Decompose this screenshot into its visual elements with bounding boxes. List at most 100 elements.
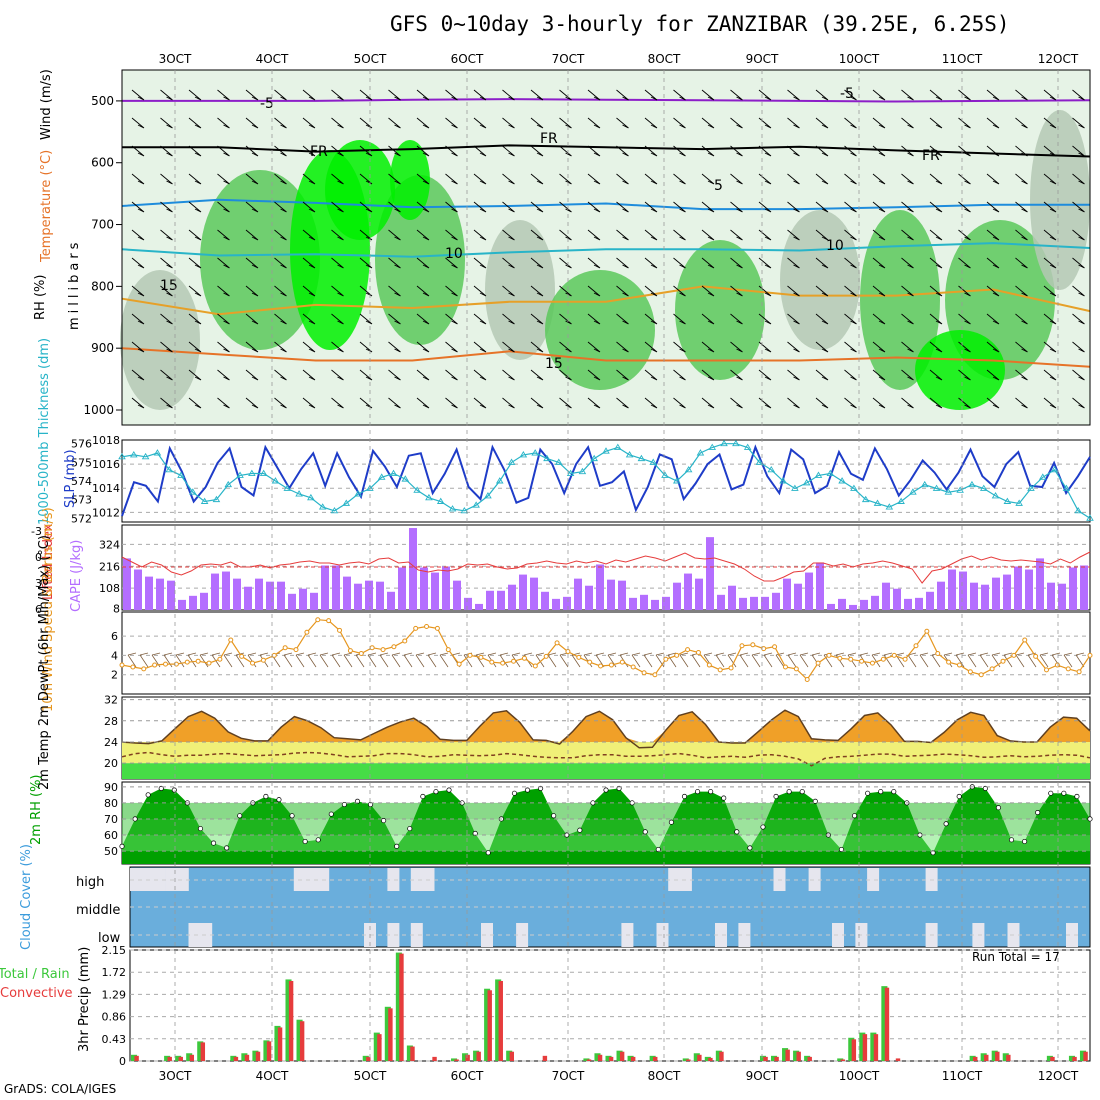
contour-label: 5 xyxy=(714,178,723,194)
surface-wind-barb xyxy=(655,652,665,668)
precip-convective-bar xyxy=(388,1008,393,1061)
precip-convective-bar xyxy=(288,980,294,1061)
wind-speed-marker xyxy=(565,649,571,655)
wind-barb xyxy=(1072,369,1085,381)
rh-marker xyxy=(197,826,204,832)
wind-speed-marker xyxy=(456,661,462,667)
wind-barb xyxy=(359,145,373,157)
precip-convective-label: Convective xyxy=(0,986,73,1001)
wind-barb xyxy=(644,369,658,381)
date-label-bottom: 3OCT xyxy=(159,1069,192,1083)
wind-barb xyxy=(587,173,601,185)
wind-speed-marker xyxy=(967,669,973,675)
wind-barb xyxy=(844,117,857,129)
thickness-marker xyxy=(850,484,858,491)
wind-barb xyxy=(616,257,629,269)
cape-bar xyxy=(871,595,879,610)
surface-wind-barb xyxy=(1027,652,1037,668)
wind-barb xyxy=(188,229,202,241)
wind-barb xyxy=(758,145,772,157)
rh-marker xyxy=(511,790,517,796)
cape-label: CAPE (J/kg) xyxy=(69,540,84,612)
wind-barb xyxy=(815,173,829,185)
wind-barb xyxy=(1043,89,1057,101)
precip-total-bar xyxy=(252,1050,259,1061)
wind-speed-marker xyxy=(815,660,821,666)
isotherm-line xyxy=(122,144,1091,158)
wind-speed-marker xyxy=(1000,658,1006,664)
temp-fill-area xyxy=(122,710,1090,742)
rh-label: RH (%) xyxy=(33,275,48,320)
precip-total-bar xyxy=(296,1019,303,1061)
cape-bar xyxy=(222,571,230,610)
precip-ticks: 0 0.43 0.86 1.29 1.72 2.15 xyxy=(102,944,127,1068)
wind-barb xyxy=(302,341,316,353)
wind-barb xyxy=(160,173,173,185)
thickness-marker xyxy=(614,443,622,450)
wind-barb xyxy=(986,397,1000,409)
wind-speed-marker xyxy=(141,666,147,672)
wind-barb xyxy=(758,201,772,213)
wind-speed-marker xyxy=(598,663,604,669)
wind-barb xyxy=(986,229,1000,241)
surface-wind-barb xyxy=(415,652,425,668)
wind-barb xyxy=(445,229,458,241)
wind-barb xyxy=(758,173,772,185)
precip-convective-bar xyxy=(277,1027,283,1061)
thickness-tick: 573 xyxy=(71,494,92,507)
cape-bar xyxy=(266,581,274,610)
wind-barb xyxy=(445,201,458,213)
wind-barb xyxy=(302,397,316,409)
cape-bar xyxy=(970,582,978,610)
wind-barb xyxy=(986,285,1000,297)
wind-barb xyxy=(701,229,715,241)
wind-barb xyxy=(359,89,373,101)
wind-barb xyxy=(730,117,743,129)
wind-barb xyxy=(616,397,629,409)
surface-wind-barb xyxy=(955,652,965,668)
precip-tick: 0.86 xyxy=(102,1011,127,1024)
thickness-marker xyxy=(979,484,988,491)
cape-bar xyxy=(134,569,142,610)
wind-speed-marker xyxy=(402,638,408,644)
wind-barb xyxy=(587,369,601,381)
wind-barb xyxy=(673,313,686,325)
cape-bar xyxy=(618,580,626,610)
isotherm-line xyxy=(121,198,1090,211)
thickness-marker xyxy=(1050,465,1059,473)
rh-blob xyxy=(390,140,430,220)
cape-bar xyxy=(156,578,164,610)
rh-marker xyxy=(982,785,988,791)
wind-barb xyxy=(217,341,230,353)
precip-total-bar xyxy=(605,1055,612,1061)
wind-barb xyxy=(188,285,202,297)
surface-wind-barb xyxy=(1003,652,1013,668)
date-label-top: 3OCT xyxy=(159,52,192,66)
wind-barb xyxy=(1015,117,1028,129)
precip-convective-bar xyxy=(862,1034,868,1061)
thickness-marker xyxy=(295,490,303,497)
cape-bar xyxy=(332,565,340,610)
rh-marker xyxy=(420,793,426,800)
precip-convective-bar xyxy=(1083,1051,1088,1061)
wind-barb xyxy=(188,173,202,185)
wind-barb xyxy=(587,117,601,129)
wind-barb xyxy=(245,173,259,185)
thickness-marker xyxy=(684,465,693,473)
wind-barb xyxy=(473,397,487,409)
thickness-marker xyxy=(436,497,445,504)
wind-barb xyxy=(730,229,743,241)
rh-marker xyxy=(851,813,858,819)
cape-bar xyxy=(519,574,527,610)
cape-bar xyxy=(530,577,538,610)
slp-tick: 1016 xyxy=(92,458,120,471)
rh-marker xyxy=(760,824,766,830)
cape-bar xyxy=(651,599,659,610)
precip-total-bar xyxy=(649,1055,656,1061)
wind-speed-marker xyxy=(130,664,136,670)
surface-wind-barb xyxy=(775,652,785,668)
wind-speed-marker xyxy=(630,664,636,670)
rh-tick: 50 xyxy=(104,845,118,858)
cape-bar xyxy=(893,588,901,610)
wind-barb xyxy=(331,117,344,129)
